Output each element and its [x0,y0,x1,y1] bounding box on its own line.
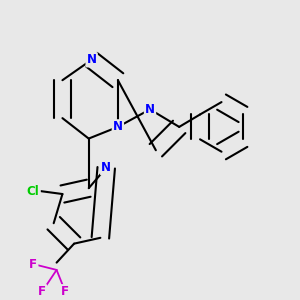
Text: N: N [101,161,111,174]
Text: N: N [113,120,123,134]
Text: Cl: Cl [27,184,40,198]
Text: F: F [38,285,46,298]
Text: F: F [61,285,69,298]
Text: F: F [29,258,37,271]
Text: N: N [87,53,97,66]
Text: N: N [145,103,155,116]
